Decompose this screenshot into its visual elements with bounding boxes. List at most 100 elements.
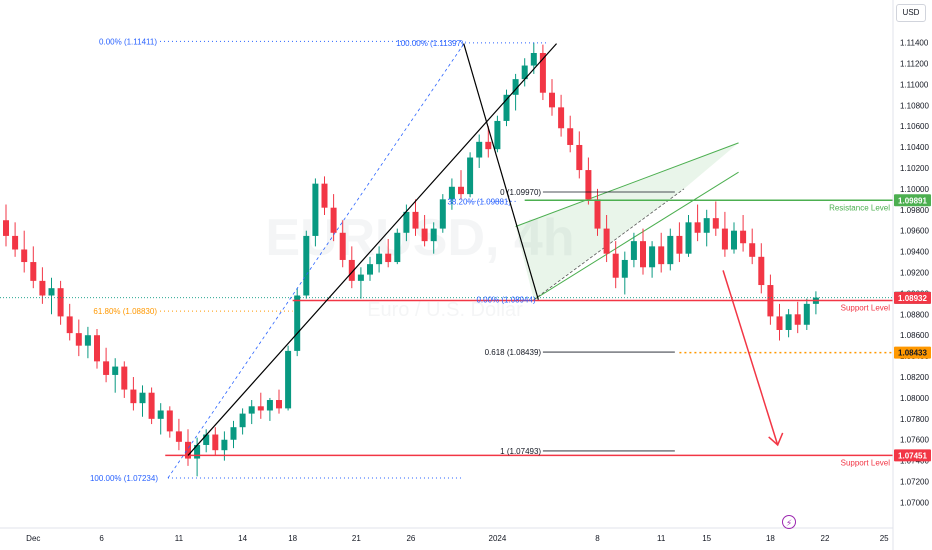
time-tick-label: 8 [595, 534, 600, 543]
projection-arrow-head [768, 432, 784, 447]
candle-body [512, 79, 519, 95]
candle-body [539, 52, 546, 93]
candle-body [494, 120, 501, 150]
candle-body [230, 427, 237, 440]
time-tick-label: 11 [175, 534, 184, 543]
price-tick-label: 1.10400 [900, 143, 929, 152]
candle-body [3, 220, 9, 236]
support-level-label: Support Level [841, 304, 891, 313]
fib1-0-label: 0.00% (1.11411) [99, 37, 157, 46]
candle-body [458, 186, 464, 195]
candle-body [803, 303, 810, 325]
channel-fill [515, 142, 739, 300]
candle-body [785, 314, 792, 330]
candle-body [239, 413, 246, 428]
candle-body [676, 235, 683, 254]
candle-body [303, 235, 310, 296]
price-tick-label: 1.11200 [900, 59, 929, 68]
candle-body [139, 392, 146, 404]
candle-body [567, 128, 574, 145]
time-tick-label: 2024 [489, 534, 507, 543]
price-tick-label: 1.07600 [900, 436, 929, 445]
price-tick-label: 1.07000 [900, 498, 929, 507]
candle-body [175, 431, 182, 442]
price-axis[interactable]: 1.11400 1.11200 1.11000 1.10800 1.10600 1.104… [900, 39, 929, 508]
candle-body [321, 183, 328, 208]
candle-body [448, 186, 455, 200]
channel-midline [533, 188, 685, 300]
candle-body [649, 246, 656, 268]
candle-body [130, 389, 137, 404]
support-price-tag-text: 1.08932 [898, 294, 927, 303]
candle-body [403, 211, 410, 233]
candle-body [576, 144, 583, 171]
fib1-trendline [167, 41, 466, 479]
currency-button[interactable]: USD [896, 4, 926, 22]
candle-body [112, 366, 119, 375]
projection-arrow-line [722, 270, 779, 446]
candle-body [585, 170, 592, 200]
candle-body [348, 259, 355, 281]
price-tick-label: 1.09200 [900, 269, 929, 278]
candle-body [266, 400, 273, 411]
candle-body [66, 316, 73, 334]
time-tick-label: 25 [880, 534, 889, 543]
candle-body [758, 256, 765, 286]
channel-upper-line [515, 142, 739, 227]
price-tick-label: 1.08600 [900, 331, 929, 340]
time-tick-label: 21 [352, 534, 361, 543]
candle-body [740, 230, 747, 244]
candle-body [248, 406, 255, 414]
falling-trendline [463, 43, 539, 300]
candle-body [94, 335, 100, 362]
annotations-layer: Resistance Level Support Level Support Lev… [0, 37, 893, 483]
price-tick-label: 1.09400 [900, 248, 929, 257]
lightning-icon[interactable]: ⚡ [782, 515, 796, 529]
candle-body [476, 141, 483, 158]
candle-body [21, 249, 28, 263]
candle-body [48, 288, 55, 296]
rising-trendline [187, 43, 557, 456]
candle-body [694, 222, 701, 233]
price-tick-label: 1.10600 [900, 122, 929, 131]
candle-body [212, 434, 219, 451]
candle-body [185, 441, 191, 459]
candle-body [685, 222, 692, 254]
drawings-layer [515, 142, 739, 301]
candle-body [166, 410, 173, 432]
fib1-618-label: 61.80% (1.08830) [93, 307, 157, 316]
candle-body [294, 295, 301, 351]
price-tick-label: 1.08000 [900, 394, 929, 403]
price-tick-label: 1.08800 [900, 310, 929, 319]
price-tick-label: 1.07200 [900, 478, 929, 487]
time-tick-label: 22 [821, 534, 830, 543]
time-tick-label: 15 [702, 534, 711, 543]
candle-body [57, 288, 64, 317]
candle-body [721, 228, 728, 250]
fibext-1-label: 1 (1.07493) [500, 447, 541, 456]
candle-body [357, 274, 364, 281]
support-2-price-tag-text: 1.07451 [898, 451, 927, 460]
candle-body [530, 52, 537, 66]
candle-body [421, 228, 428, 242]
candle-body [121, 366, 128, 390]
fib2-0-label: 0.00% (1.08944) [476, 295, 535, 304]
candle-body [203, 434, 210, 445]
candle-body [39, 280, 46, 296]
time-axis[interactable]: Dec 6 11 14 18 21 26 2024 8 11 15 18 22 25 [26, 534, 889, 543]
time-tick-label: 6 [99, 534, 104, 543]
candle-body [549, 92, 555, 108]
resistance-price-tag-bg [894, 194, 931, 207]
price-tick-label: 1.10800 [900, 101, 929, 110]
candle-body [667, 235, 674, 265]
target-price-tag-bg [894, 346, 931, 359]
fibext-618-label: 0.618 (1.08439) [485, 348, 542, 357]
candle-body [157, 410, 164, 419]
candle-body [640, 241, 646, 268]
candle-body [394, 232, 401, 263]
candle-body [430, 228, 437, 242]
price-tick-label: 1.10200 [900, 164, 929, 173]
candle-body [339, 232, 346, 260]
